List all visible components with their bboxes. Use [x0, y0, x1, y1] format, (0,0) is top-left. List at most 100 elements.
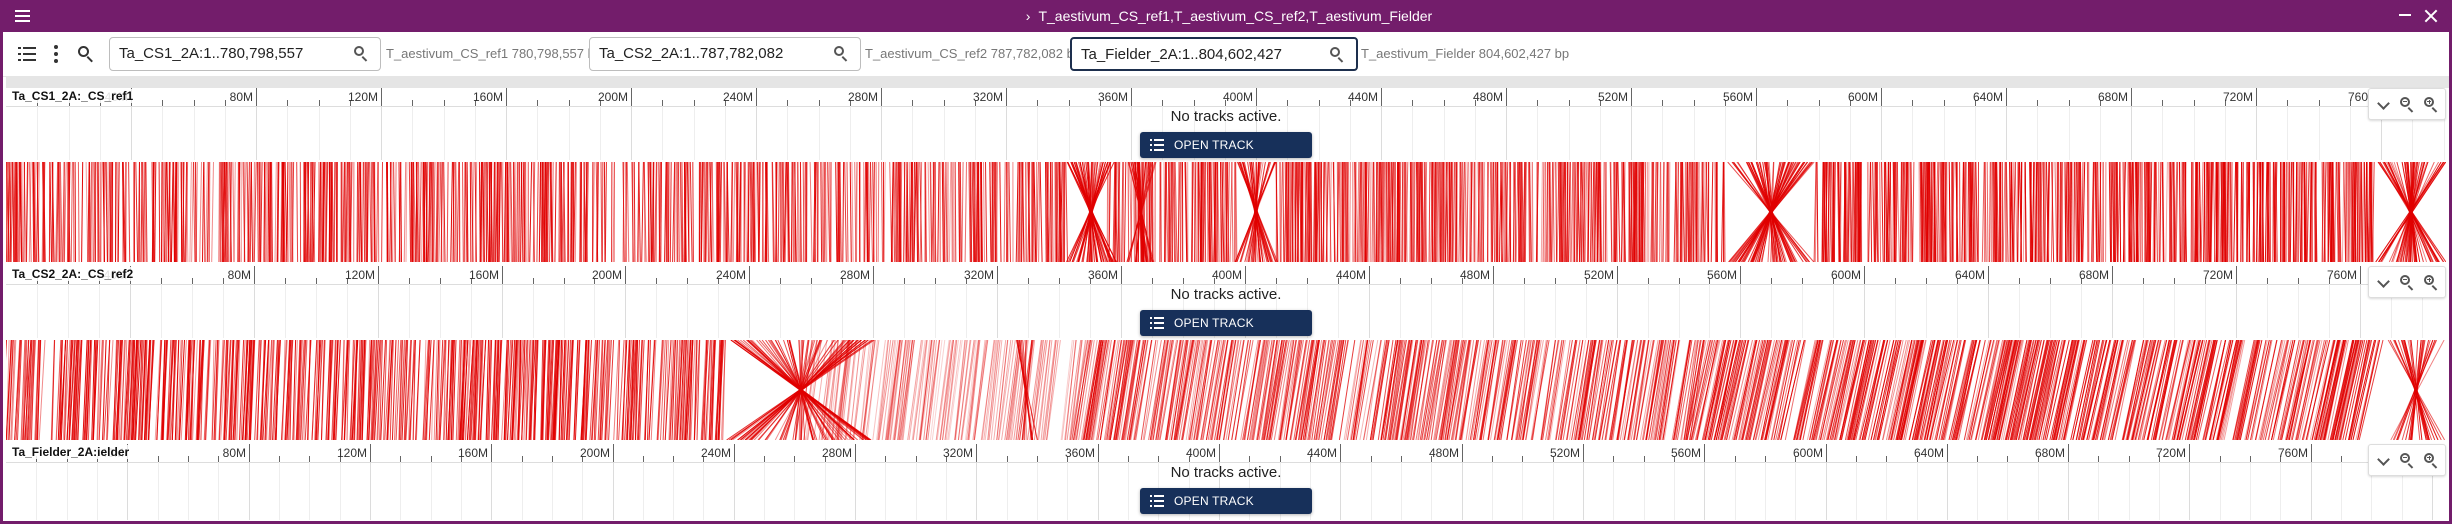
synteny-line — [12, 162, 15, 262]
synteny-line — [400, 162, 402, 262]
synteny-line — [1549, 340, 1566, 440]
synteny-line — [1393, 340, 1412, 440]
synteny-line — [482, 162, 485, 262]
synteny-line — [2327, 162, 2329, 262]
synteny-line — [1165, 162, 1168, 262]
synteny-line — [220, 162, 224, 262]
synteny-line — [902, 340, 915, 440]
synteny-line — [131, 340, 139, 440]
synteny-line — [1915, 340, 1940, 440]
synteny-line — [1473, 340, 1489, 440]
synteny-line — [2210, 162, 2214, 262]
synteny-line — [719, 162, 723, 262]
synteny-line — [664, 340, 672, 440]
synteny-line — [2134, 340, 2159, 440]
synteny-line — [1121, 340, 1140, 440]
synteny-line — [1522, 340, 1541, 440]
synteny-line — [961, 340, 976, 440]
chevron-down-icon[interactable] — [2373, 94, 2393, 114]
zoom-in-icon[interactable] — [2421, 272, 2441, 292]
synteny-line — [1655, 340, 1673, 440]
synteny-line — [220, 340, 228, 440]
chevron-down-icon[interactable] — [2373, 272, 2393, 292]
synteny-line — [195, 340, 201, 440]
synteny-line — [1793, 340, 1817, 440]
synteny-line — [2318, 340, 2341, 440]
synteny-line — [1749, 340, 1772, 440]
synteny-line — [2008, 162, 2011, 262]
synteny-line — [984, 340, 998, 440]
ruler[interactable]: 40M80M120M160M200M240M280M320M360M400M44… — [6, 266, 2446, 285]
synteny-line — [1650, 340, 1669, 440]
zoom-out-icon[interactable] — [2397, 94, 2417, 114]
synteny-line — [211, 340, 215, 440]
synteny-line — [2195, 162, 2198, 262]
synteny-line — [2363, 162, 2366, 262]
open-track-selector-button[interactable]: OPEN TRACK SELECTOR — [1140, 132, 1312, 178]
list-icon[interactable] — [16, 42, 40, 66]
synteny-line — [1825, 340, 1849, 440]
synteny-line — [2195, 340, 2218, 440]
synteny-line — [1191, 162, 1193, 262]
synteny-line — [709, 162, 712, 262]
synteny-line — [1850, 340, 1873, 440]
synteny-line — [1373, 162, 1375, 262]
synteny-line — [469, 340, 477, 440]
ruler[interactable]: 40M80M120M160M200M240M280M320M360M400M44… — [6, 444, 2446, 463]
menu-icon[interactable] — [11, 4, 35, 28]
synteny-line — [1440, 162, 1443, 262]
synteny-line — [935, 340, 951, 440]
location-input-1[interactable]: Ta_CS1_2A:1..780,798,557 — [109, 37, 381, 71]
synteny-line — [1837, 162, 1840, 262]
synteny-line — [1521, 340, 1538, 440]
synteny-line — [348, 162, 351, 262]
search-icon[interactable] — [74, 42, 98, 66]
zoom-out-icon[interactable] — [2397, 272, 2417, 292]
location-input-3[interactable]: Ta_Fielder_2A:1..804,602,427 — [1070, 37, 1358, 71]
synteny-track-ref2-fielder[interactable] — [6, 340, 2446, 440]
minimize-icon[interactable] — [2399, 14, 2411, 16]
synteny-line — [1641, 162, 1645, 262]
synteny-line — [1583, 340, 1601, 440]
view-title[interactable]: › T_aestivum_CS_ref1,T_aestivum_CS_ref2,T… — [3, 0, 2449, 32]
synteny-line — [799, 162, 802, 262]
close-icon[interactable] — [2421, 6, 2441, 26]
synteny-track-ref1-ref2[interactable] — [6, 162, 2446, 262]
synteny-line — [660, 162, 662, 262]
synteny-line — [861, 340, 874, 440]
synteny-line — [2002, 340, 2024, 440]
zoom-in-icon[interactable] — [2421, 94, 2441, 114]
synteny-line — [2199, 162, 2202, 262]
synteny-line — [1920, 340, 1945, 440]
synteny-line — [1872, 162, 1875, 262]
synteny-line — [1723, 162, 1726, 262]
synteny-line — [1627, 340, 1645, 440]
synteny-line — [180, 162, 183, 262]
location-input-2[interactable]: Ta_CS2_2A:1..787,782,082 — [589, 37, 861, 71]
synteny-line — [1548, 340, 1565, 440]
synteny-line — [1840, 162, 1842, 262]
synteny-line — [2049, 340, 2074, 440]
synteny-line — [1709, 340, 1731, 440]
search-icon[interactable] — [1328, 45, 1348, 65]
synteny-line — [68, 162, 71, 262]
synteny-line — [1113, 340, 1129, 440]
search-icon[interactable] — [352, 44, 372, 64]
ruler-tick-label: 720M — [2203, 268, 2233, 282]
kebab-icon[interactable] — [44, 42, 68, 66]
synteny-line — [658, 162, 661, 262]
synteny-line — [356, 340, 361, 440]
synteny-line — [1038, 162, 1041, 262]
search-icon[interactable] — [832, 44, 852, 64]
synteny-line — [1652, 162, 1655, 262]
synteny-line — [738, 162, 741, 262]
synteny-line — [1811, 340, 1834, 440]
synteny-line — [452, 340, 457, 440]
open-track-selector-button[interactable]: OPEN TRACK SELECTOR — [1140, 310, 1312, 356]
synteny-line — [2255, 340, 2278, 440]
synteny-line — [1975, 340, 1998, 440]
synteny-line — [1338, 340, 1356, 440]
ruler[interactable]: 40M80M120M160M200M240M280M320M360M400M44… — [6, 88, 2446, 107]
synteny-line — [274, 162, 277, 262]
